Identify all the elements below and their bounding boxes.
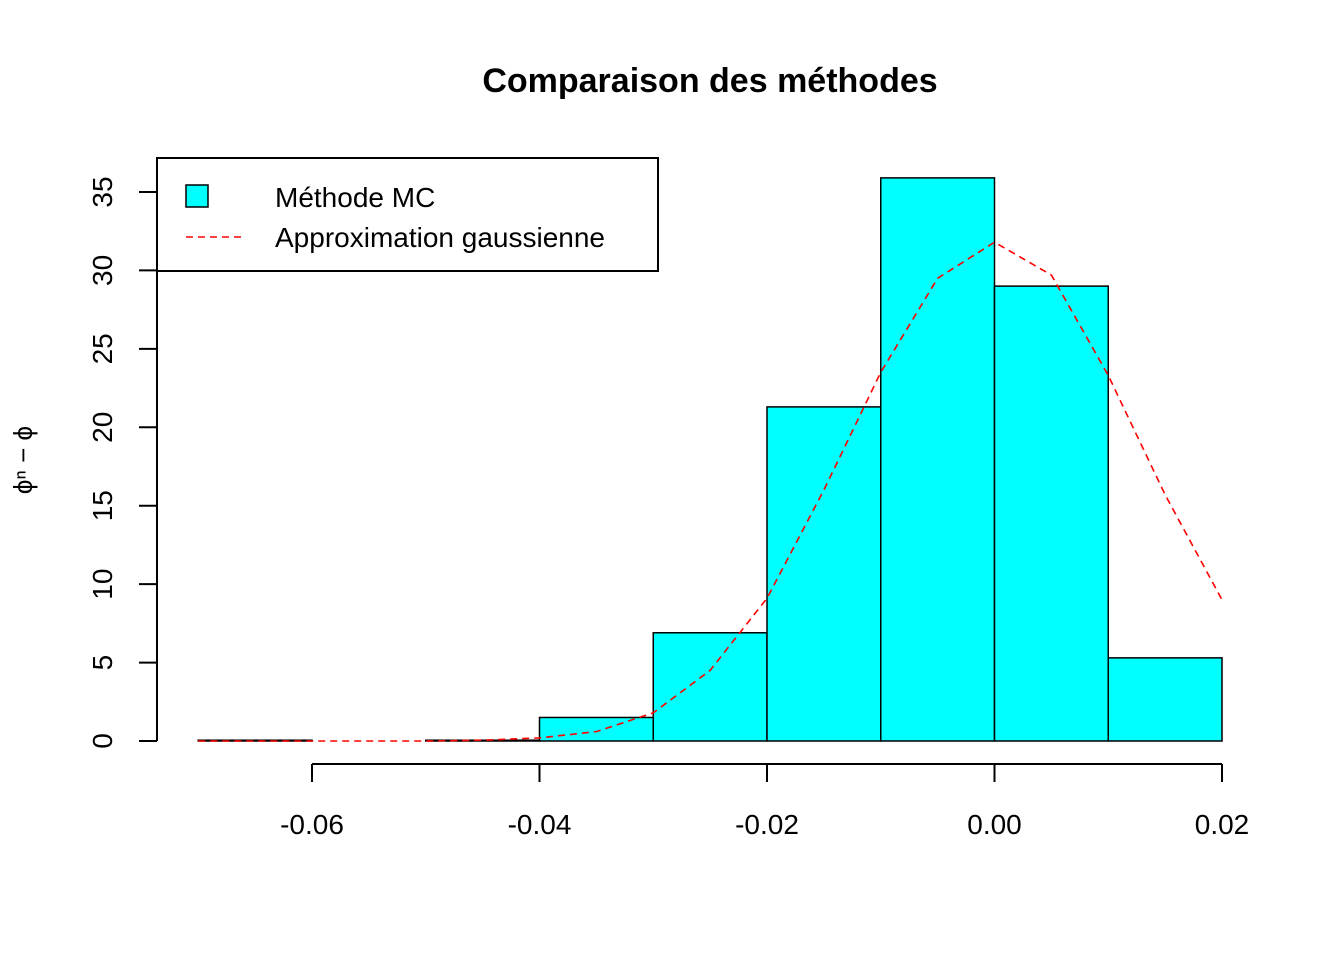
y-tick-label-20: 20 bbox=[87, 412, 118, 443]
legend-label-gaussian: Approximation gaussienne bbox=[275, 222, 605, 253]
y-axis: 0 5 10 15 20 25 30 35 bbox=[87, 176, 158, 749]
y-tick-label-5: 5 bbox=[87, 655, 118, 671]
y-tick-label-25: 25 bbox=[87, 333, 118, 364]
gaussian-density-line bbox=[198, 241, 1223, 742]
histogram-bars bbox=[197, 177, 1223, 742]
histogram-bar-7 bbox=[993, 285, 1109, 742]
chart-title: Comparaison des méthodes bbox=[482, 62, 937, 100]
y-tick-label-15: 15 bbox=[87, 490, 118, 521]
y-tick-label-10: 10 bbox=[87, 569, 118, 600]
y-axis-label: ϕⁿ − ϕ bbox=[8, 426, 38, 494]
x-tick-label-3: 0.00 bbox=[967, 809, 1022, 840]
legend-box bbox=[156, 157, 659, 272]
legend: Méthode MC Approximation gaussienne bbox=[156, 157, 659, 272]
histogram-bar-3 bbox=[538, 716, 654, 742]
histogram-bar-4 bbox=[652, 632, 768, 742]
y-tick-label-35: 35 bbox=[87, 176, 118, 207]
histogram-bar-8 bbox=[1107, 657, 1223, 742]
histogram-bar-6 bbox=[880, 177, 996, 742]
x-tick-label-1: -0.04 bbox=[508, 809, 572, 840]
x-tick-label-2: -0.02 bbox=[735, 809, 799, 840]
x-axis: -0.06 -0.04 -0.02 0.00 0.02 bbox=[280, 763, 1250, 840]
x-tick-label-0: -0.06 bbox=[280, 809, 344, 840]
y-tick-label-0: 0 bbox=[87, 733, 118, 749]
legend-swatch-mc bbox=[185, 184, 209, 208]
x-tick-label-4: 0.02 bbox=[1195, 809, 1250, 840]
y-tick-label-30: 30 bbox=[87, 255, 118, 286]
histogram-bar-5 bbox=[766, 406, 882, 742]
legend-label-mc: Méthode MC bbox=[275, 182, 435, 213]
